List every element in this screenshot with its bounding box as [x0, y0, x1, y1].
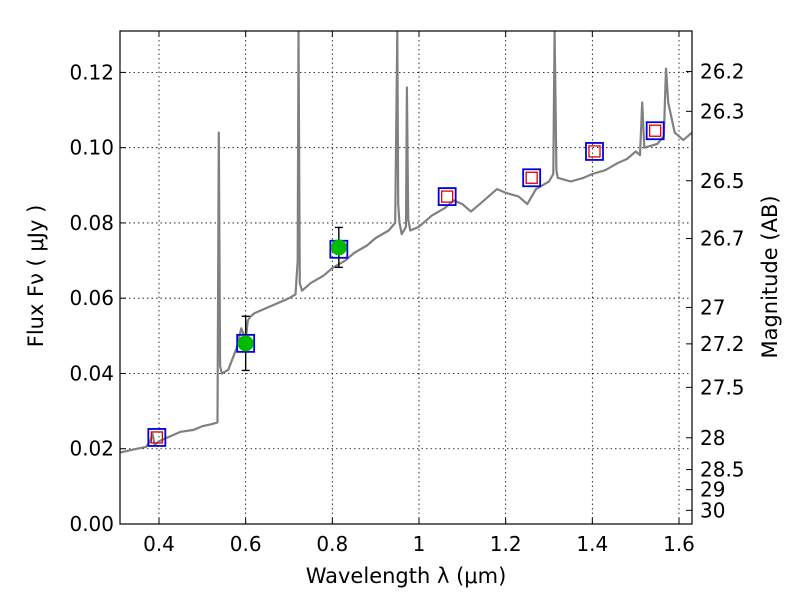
x-tick-label: 1.2 [490, 532, 522, 556]
model-inner-box-marker [588, 145, 601, 158]
y-tick-label: 0.10 [69, 136, 114, 160]
right-tick-label: 26.7 [700, 227, 745, 251]
x-tick-label: 1 [413, 532, 426, 556]
y-tick-label: 0.08 [69, 211, 114, 235]
observed-point [330, 239, 347, 256]
x-tick-label: 0.6 [230, 532, 262, 556]
right-tick-label: 26.2 [700, 60, 745, 84]
model-inner-box-marker [525, 171, 538, 184]
marker-layer [147, 121, 665, 447]
plot-frame [119, 30, 693, 525]
spectrum-line [120, 31, 692, 454]
x-tick-label: 0.4 [143, 532, 175, 556]
x-tick-label: 0.8 [316, 532, 348, 556]
y-tick-label: 0.02 [69, 437, 114, 461]
right-axis-label: Magnitude (AB) [758, 195, 782, 358]
right-tick-label: 27.5 [700, 375, 745, 399]
x-axis-label: Wavelength λ (μm) [306, 564, 507, 588]
spectrum-layer [120, 31, 692, 454]
model-box-marker [437, 187, 457, 206]
tick-layer: 0.4 0.6 0.8 1 1.2 1.4 1.6 0.00 0.02 0.04 0.06 0.08 0… [69, 31, 745, 556]
right-tick-label: 27.2 [700, 332, 745, 356]
x-tick-label: 1.4 [576, 532, 608, 556]
y-tick-label: 0.00 [69, 512, 114, 536]
model-inner-box-marker [649, 124, 662, 137]
right-tick-label: 29 [700, 478, 725, 502]
model-inner-box-marker [150, 431, 163, 444]
y-tick-label: 0.06 [69, 286, 114, 310]
x-tick-label: 1.6 [663, 532, 695, 556]
y-axis-label: Flux Fν ( μJy ) [24, 205, 48, 348]
model-box-marker [147, 428, 167, 447]
grid [120, 31, 692, 525]
right-tick-label: 28 [700, 426, 725, 450]
right-tick-label: 28.5 [700, 458, 745, 482]
observed-point [237, 335, 254, 352]
model-box-marker [522, 168, 542, 188]
right-tick-label: 26.3 [700, 99, 745, 123]
right-tick-label: 26.5 [700, 169, 745, 193]
model-box-marker [645, 121, 665, 141]
right-tick-label: 27 [700, 295, 725, 319]
y-tick-label: 0.12 [69, 60, 114, 84]
right-tick-label: 30 [700, 498, 725, 522]
model-inner-box-marker [441, 190, 454, 203]
model-box-marker [585, 142, 604, 161]
y-tick-label: 0.04 [69, 361, 114, 385]
